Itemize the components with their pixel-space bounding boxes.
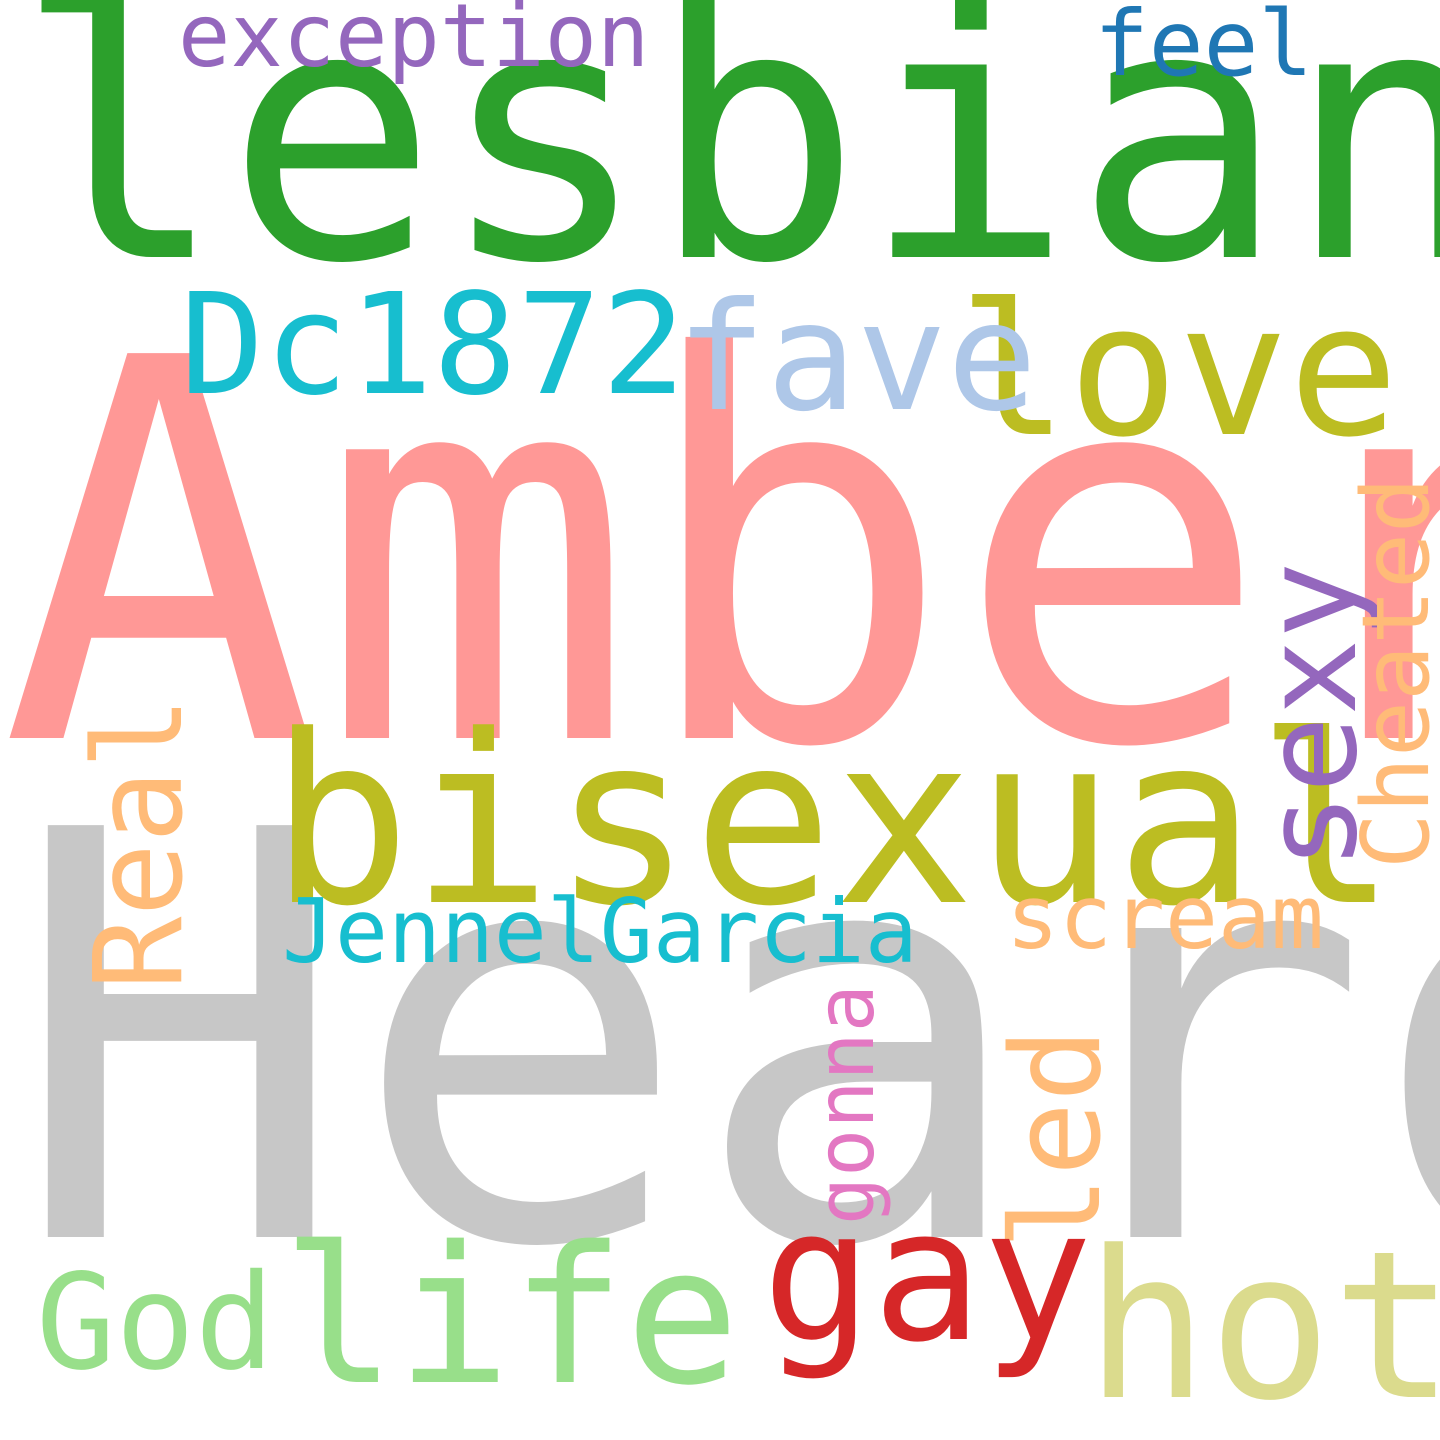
word-heard: Heard bbox=[10, 714, 1440, 1371]
word-fave: fave bbox=[676, 271, 1038, 445]
word-lesbian: lesbian bbox=[14, 0, 1440, 341]
word-god: God bbox=[36, 1246, 275, 1400]
word-feel: feel bbox=[1094, 0, 1314, 97]
word-bisexual: bisexual bbox=[270, 686, 1398, 958]
word-cheated: Cheated bbox=[1342, 477, 1440, 869]
word-amber: Amber bbox=[0, 248, 1440, 863]
word-love: love bbox=[958, 265, 1399, 478]
word-gay: gay bbox=[762, 1170, 1093, 1383]
word-life: life bbox=[282, 1206, 740, 1427]
word-hot: hot bbox=[1085, 1208, 1440, 1440]
word-dc1872: Dc1872 bbox=[180, 264, 686, 427]
word-scream: scream bbox=[1006, 866, 1324, 969]
word-real: Real bbox=[68, 696, 210, 990]
word-exception: exception bbox=[178, 0, 650, 87]
word-jennelgarcia: JennelGarcia bbox=[282, 880, 918, 983]
